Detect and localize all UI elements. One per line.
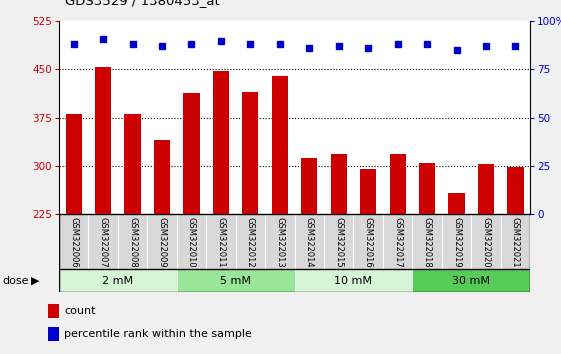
Bar: [183, 93, 200, 214]
Bar: [471, 214, 500, 269]
Bar: [389, 154, 406, 214]
Text: GSM322008: GSM322008: [128, 217, 137, 268]
Bar: [301, 158, 318, 214]
Bar: [442, 214, 471, 269]
Text: GSM322009: GSM322009: [158, 217, 167, 268]
Bar: [147, 214, 177, 269]
Text: GSM322006: GSM322006: [69, 217, 78, 268]
Bar: [412, 269, 530, 292]
Text: GSM322010: GSM322010: [187, 217, 196, 268]
Bar: [478, 164, 494, 214]
Text: GSM322017: GSM322017: [393, 217, 402, 268]
Text: percentile rank within the sample: percentile rank within the sample: [64, 329, 252, 339]
Bar: [206, 214, 236, 269]
Bar: [353, 214, 383, 269]
Bar: [154, 140, 170, 214]
Bar: [59, 214, 88, 269]
Text: GSM322016: GSM322016: [364, 217, 373, 268]
Bar: [236, 214, 265, 269]
Text: dose: dose: [3, 275, 29, 286]
Text: GSM322012: GSM322012: [246, 217, 255, 268]
Text: 30 mM: 30 mM: [452, 275, 490, 286]
Bar: [500, 214, 530, 269]
Bar: [324, 214, 353, 269]
Bar: [507, 167, 523, 214]
Bar: [213, 72, 229, 214]
Bar: [48, 327, 59, 341]
Text: GSM322019: GSM322019: [452, 217, 461, 268]
Bar: [419, 163, 435, 214]
Text: GDS3529 / 1380453_at: GDS3529 / 1380453_at: [65, 0, 219, 7]
Bar: [360, 169, 376, 214]
Bar: [448, 193, 465, 214]
Text: GSM322020: GSM322020: [481, 217, 490, 268]
Bar: [95, 67, 111, 214]
Text: GSM322014: GSM322014: [305, 217, 314, 268]
Bar: [125, 114, 141, 214]
Bar: [66, 114, 82, 214]
Bar: [177, 214, 206, 269]
Text: GSM322013: GSM322013: [275, 217, 284, 268]
Bar: [295, 269, 412, 292]
Bar: [242, 92, 259, 214]
Bar: [118, 214, 147, 269]
Text: 2 mM: 2 mM: [102, 275, 134, 286]
Text: GSM322015: GSM322015: [334, 217, 343, 268]
Text: GSM322011: GSM322011: [217, 217, 226, 268]
Bar: [383, 214, 412, 269]
Bar: [295, 214, 324, 269]
Bar: [412, 214, 442, 269]
Bar: [48, 304, 59, 318]
Text: GSM322007: GSM322007: [99, 217, 108, 268]
Text: ▶: ▶: [31, 275, 39, 286]
Text: count: count: [64, 306, 96, 316]
Bar: [265, 214, 295, 269]
Bar: [330, 154, 347, 214]
Bar: [59, 269, 177, 292]
Text: GSM322018: GSM322018: [422, 217, 431, 268]
Bar: [177, 269, 295, 292]
Text: 10 mM: 10 mM: [334, 275, 373, 286]
Text: 5 mM: 5 mM: [220, 275, 251, 286]
Bar: [88, 214, 118, 269]
Text: GSM322021: GSM322021: [511, 217, 520, 268]
Bar: [272, 76, 288, 214]
